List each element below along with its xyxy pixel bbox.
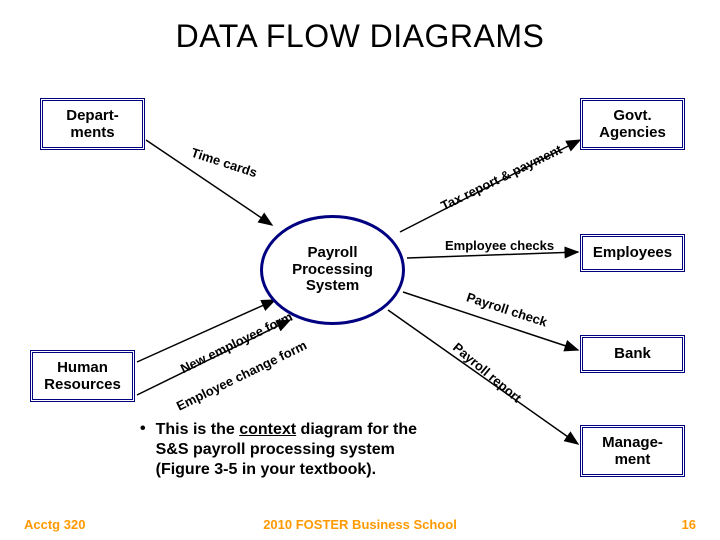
flow-label-empchecks: Employee checks <box>445 238 554 253</box>
entity-bank: Bank <box>580 335 685 373</box>
footer-center: 2010 FOSTER Business School <box>0 517 720 532</box>
note-text: This is the context diagram for theS&S p… <box>156 420 417 480</box>
flow-label-timecards: Time cards <box>189 145 259 180</box>
note: • This is the context diagram for theS&S… <box>140 420 530 480</box>
flow-label-chgform: Employee change form <box>174 337 309 413</box>
entity-govt: Govt.Agencies <box>580 98 685 150</box>
entity-employees: Employees <box>580 234 685 272</box>
footer-right: 16 <box>682 517 696 532</box>
entity-management: Manage-ment <box>580 425 685 477</box>
flow-label-taxpay: Tax report & payment <box>438 142 564 214</box>
entity-departments: Depart-ments <box>40 98 145 150</box>
slide-title: DATA FLOW DIAGRAMS <box>0 18 720 55</box>
entity-hr: HumanResources <box>30 350 135 402</box>
process-payroll: PayrollProcessingSystem <box>260 215 405 325</box>
flow-label-payreport: Payroll report <box>450 340 524 406</box>
flow-label-paycheck: Payroll check <box>465 289 549 329</box>
note-bullet: • <box>140 420 146 438</box>
